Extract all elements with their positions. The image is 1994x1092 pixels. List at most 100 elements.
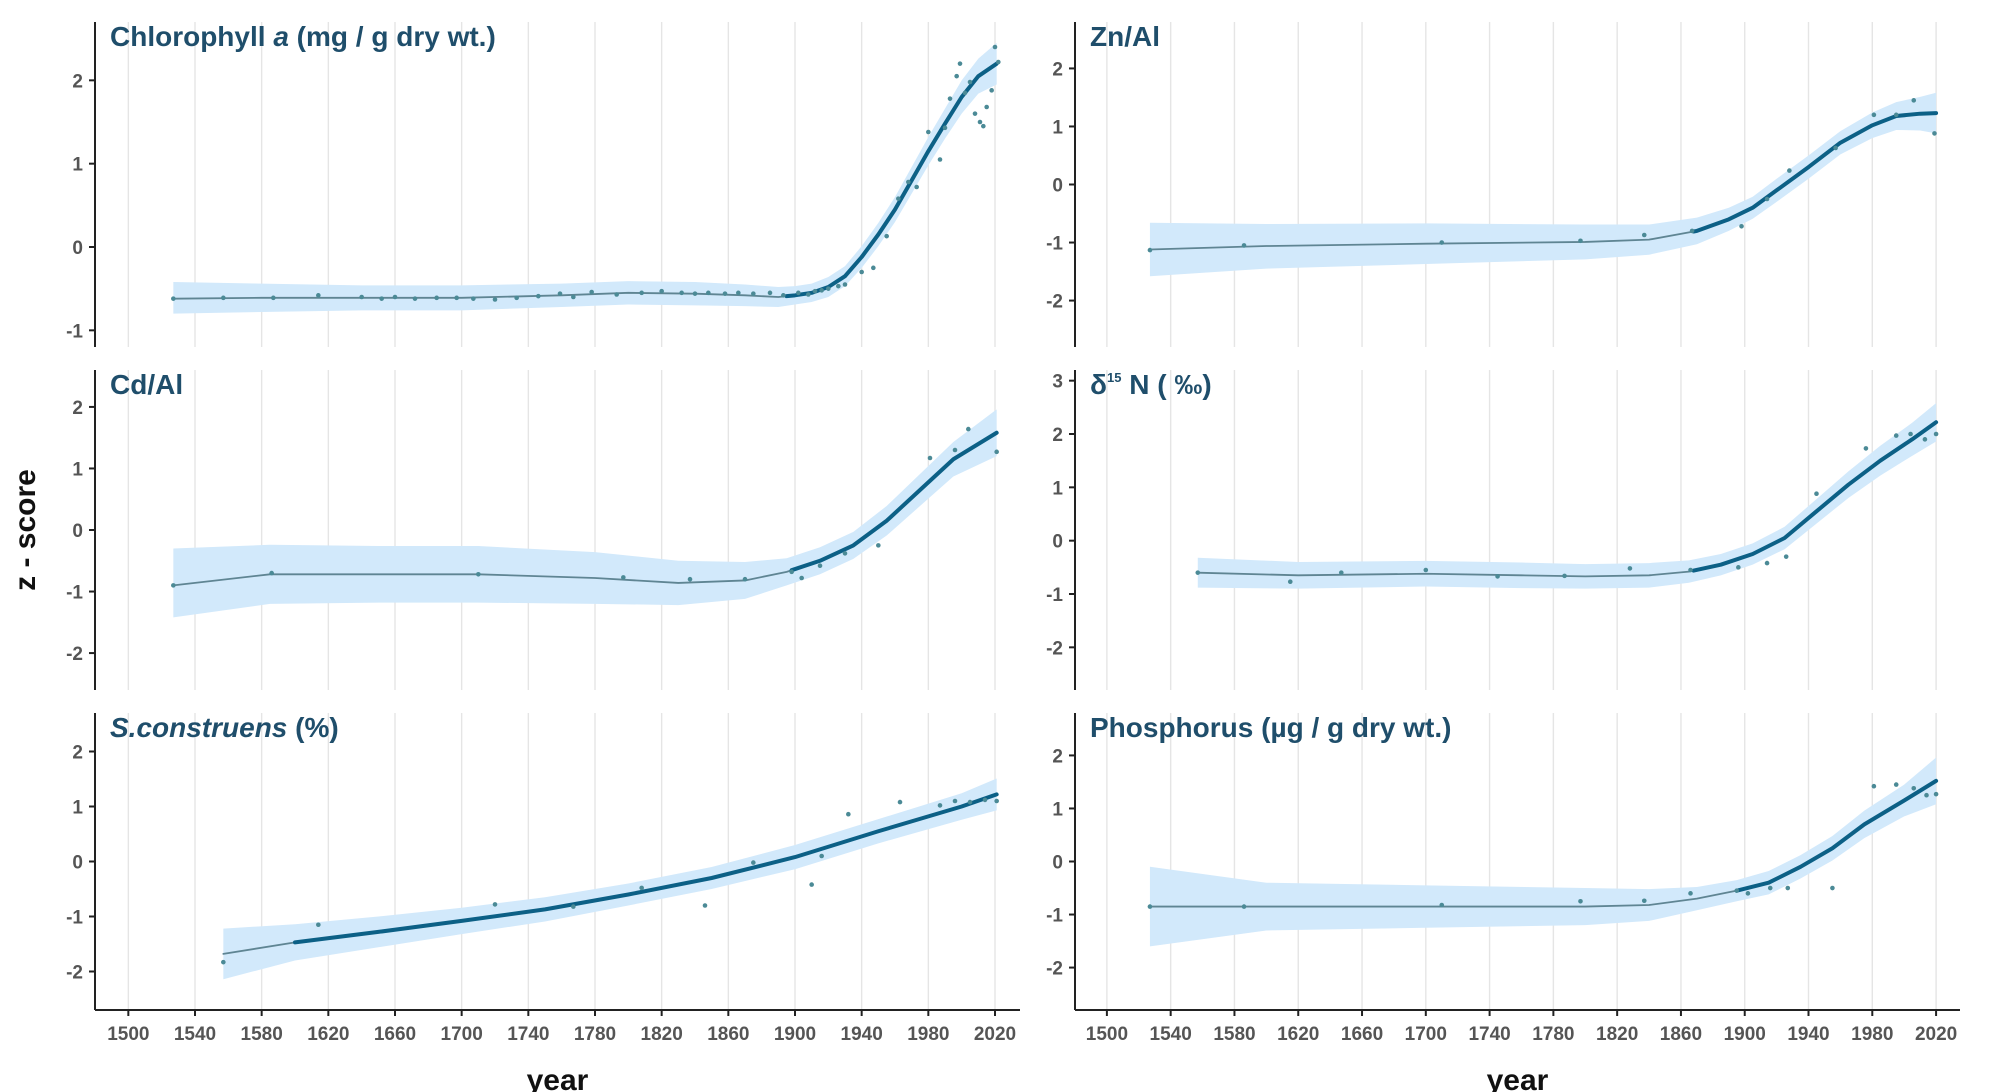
y-tick-label: -1 <box>1046 906 1063 927</box>
y-tick-label: -1 <box>1046 585 1063 606</box>
data-point <box>767 290 773 296</box>
data-point <box>1911 98 1917 103</box>
data-point <box>966 426 971 432</box>
data-point <box>876 543 881 548</box>
y-tick-label: 2 <box>1052 59 1063 80</box>
data-point <box>476 572 481 577</box>
y-tick-label: 0 <box>72 853 83 874</box>
x-tick-label: 1580 <box>241 1024 283 1045</box>
data-point <box>751 860 756 865</box>
x-tick-label: 1580 <box>1213 1024 1255 1045</box>
trend-line-change <box>1691 420 1939 573</box>
data-point <box>962 90 968 96</box>
y-tick-label: 2 <box>72 743 83 764</box>
trend-line-stable <box>222 941 296 955</box>
data-point <box>687 576 693 582</box>
data-point <box>967 799 973 805</box>
data-point <box>271 295 276 301</box>
data-point <box>571 904 576 909</box>
data-point <box>1908 431 1913 437</box>
confidence-band <box>223 778 997 980</box>
x-tick-label: 1940 <box>841 1024 883 1045</box>
y-tick-label: -1 <box>66 321 83 342</box>
data-point <box>937 157 943 162</box>
data-point <box>982 797 988 803</box>
data-point <box>972 111 978 116</box>
data-point <box>492 902 498 907</box>
data-point <box>359 294 364 300</box>
panel-phosphorus: -2 -1 0 1 2 1500 1540 1580 1620 1660 1700 1740 1780 1… <box>1046 712 1960 1092</box>
data-point <box>994 449 999 455</box>
panel-title: Zn/Al <box>1090 21 1160 52</box>
trend-line-stable <box>1149 230 1695 251</box>
panel-d15n: -2 -1 0 1 2 3 δ15 N ( ‰) <box>1046 369 1939 690</box>
x-tick-label: 2020 <box>1915 1024 1957 1045</box>
x-tick-label: 1740 <box>1468 1024 1510 1045</box>
data-point <box>947 96 953 101</box>
data-point <box>434 295 439 301</box>
confidence-band <box>173 409 997 618</box>
panel-title: Phosphorus (µg / g dry wt.) <box>1090 712 1451 743</box>
data-point <box>1745 891 1751 896</box>
data-point <box>817 563 823 568</box>
data-point <box>1785 885 1791 891</box>
data-point <box>1739 223 1744 229</box>
x-axis-label: year <box>1487 1064 1549 1092</box>
trend-line-change <box>789 430 999 573</box>
data-point <box>1871 112 1877 118</box>
data-point <box>171 296 176 301</box>
x-tick-label: 1700 <box>1405 1024 1447 1045</box>
data-point <box>1764 560 1770 566</box>
x-tick-label: 1780 <box>1532 1024 1574 1045</box>
data-point <box>1871 783 1877 789</box>
panel-chlorophyll: -1 0 1 2 Chlorophyll a (mg / g dry wt.) <box>66 21 1001 347</box>
data-point <box>842 282 848 287</box>
x-tick-label: 1940 <box>1787 1024 1829 1045</box>
data-point <box>1924 792 1929 798</box>
data-point <box>994 798 999 804</box>
data-point <box>1641 898 1647 904</box>
x-tick-label: 1620 <box>307 1024 349 1045</box>
x-tick-label: 2020 <box>974 1024 1016 1045</box>
y-tick-label: 0 <box>72 521 83 542</box>
confidence-band <box>1149 757 1937 947</box>
y-tick-label: -2 <box>1046 292 1063 313</box>
x-tick-label: 1860 <box>1660 1024 1702 1045</box>
trend-line-stable <box>1196 569 1695 578</box>
data-point <box>1932 131 1937 136</box>
x-tick-label: 1820 <box>1596 1024 1638 1045</box>
panel-sconst: -2 -1 0 1 2 1500 1540 1580 1620 1660 1700 1740 1780 1… <box>66 712 1020 1092</box>
y-tick-label: -1 <box>66 908 83 929</box>
data-point <box>316 293 321 298</box>
data-point <box>846 811 851 817</box>
data-point <box>992 44 998 50</box>
trend-line-stable <box>172 291 788 300</box>
data-point <box>702 903 708 908</box>
data-point <box>1439 902 1445 908</box>
data-point <box>836 283 841 289</box>
data-point <box>1767 885 1773 891</box>
data-point <box>819 288 824 293</box>
data-point <box>1147 904 1153 909</box>
x-tick-label: 1540 <box>174 1024 216 1045</box>
data-point <box>221 295 226 301</box>
confidence-band <box>173 42 997 314</box>
y-tick-label: 1 <box>1052 478 1063 499</box>
data-point <box>412 296 418 301</box>
data-point <box>1922 437 1928 442</box>
data-point <box>989 88 994 93</box>
data-point <box>742 576 748 582</box>
trend-line-stable <box>172 569 793 587</box>
x-tick-label: 1860 <box>707 1024 749 1045</box>
y-tick-label: 0 <box>72 238 83 259</box>
data-point <box>736 290 741 296</box>
data-point <box>897 799 903 805</box>
data-point <box>171 583 176 588</box>
data-point <box>1241 904 1247 909</box>
data-point <box>1783 554 1789 559</box>
y-tick-label: 1 <box>1052 117 1063 138</box>
x-tick-label: 1620 <box>1277 1024 1319 1045</box>
data-point <box>1893 782 1899 787</box>
confidence-band <box>1149 92 1937 277</box>
data-point <box>926 129 931 135</box>
